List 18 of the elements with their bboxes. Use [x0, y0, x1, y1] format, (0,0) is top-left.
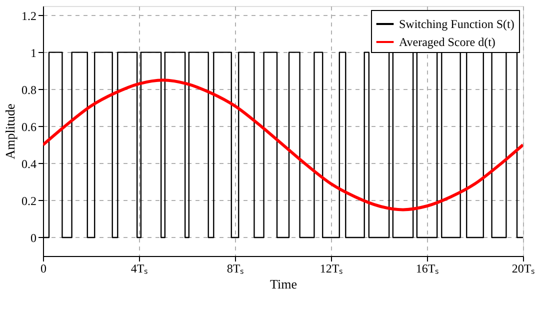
x-tick-label: 16Tₛ	[416, 262, 440, 276]
legend-label: Switching Function S(t)	[399, 17, 514, 31]
legend-label: Averaged Score d(t)	[399, 35, 496, 49]
x-tick-label: 20Tₛ	[512, 262, 536, 276]
y-tick-label: 0.6	[22, 120, 36, 134]
line-series	[43, 78, 523, 212]
y-tick-label: 1	[30, 46, 36, 60]
x-axis-title: Time	[270, 276, 298, 292]
y-tick-label: 0.4	[22, 156, 36, 171]
y-axis-title: Amplitude	[2, 103, 18, 160]
y-tick-label: 0	[30, 230, 36, 245]
y-tick-label: 1.2	[22, 8, 36, 23]
y-tick-label: 0.8	[22, 82, 36, 97]
x-tick-label: 12Tₛ	[320, 262, 344, 276]
x-tick-label: 8Tₛ	[226, 262, 244, 276]
x-tick-label: 4Tₛ	[130, 262, 148, 276]
y-tick-label: 0.2	[22, 194, 36, 208]
x-tick-label: 0	[40, 262, 46, 276]
